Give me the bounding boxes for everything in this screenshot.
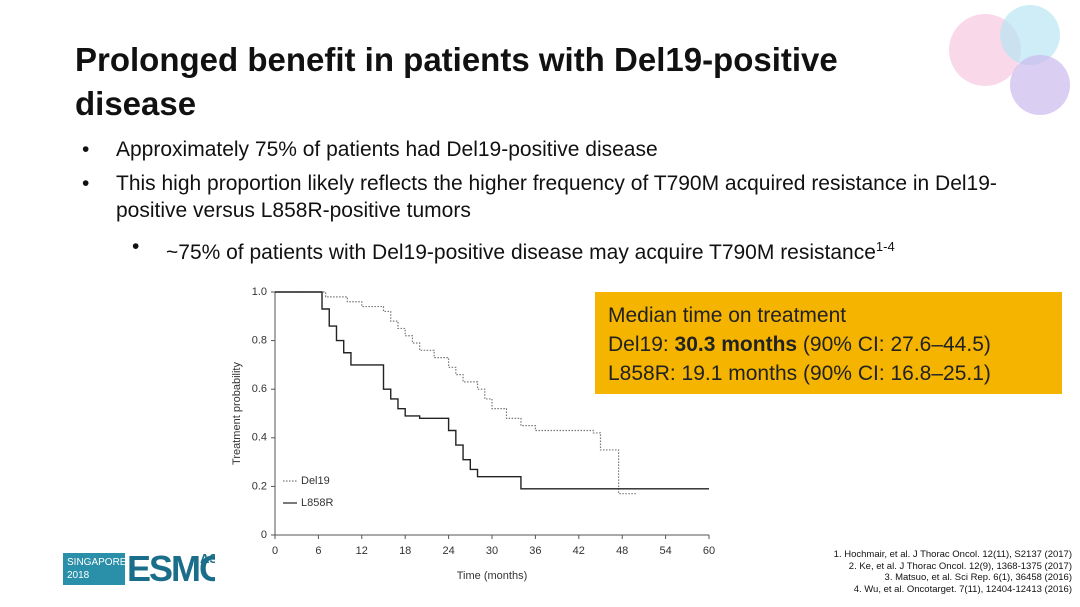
y-tick-label: 0.6 <box>252 383 267 395</box>
x-tick-label: 42 <box>573 545 585 557</box>
y-tick-label: 0.2 <box>252 480 267 492</box>
logo-badge: SINGAPORE 2018 <box>63 553 127 585</box>
sub-bullet-text: ~75% of patients with Del19-positive dis… <box>166 241 876 264</box>
y-tick-label: 0 <box>261 529 267 541</box>
reference: 3. Matsuo, et al. Sci Rep. 6(1), 36458 (… <box>884 572 1072 583</box>
legend-label: Del19 <box>301 475 330 487</box>
x-tick-label: 30 <box>486 545 498 557</box>
x-tick-label: 24 <box>442 545 454 557</box>
median-box: Median time on treatment Del19: 30.3 mon… <box>595 292 1062 394</box>
reference: 1. Hochmair, et al. J Thorac Oncol. 12(1… <box>833 549 1072 560</box>
km-curve <box>275 291 709 490</box>
legend-label: L858R <box>301 497 333 509</box>
logo-year: 2018 <box>67 570 90 581</box>
bullet: Approximately 75% of patients had Del19-… <box>78 136 1068 163</box>
references: 1. Hochmair, et al. J Thorac Oncol. 12(1… <box>834 549 1072 595</box>
x-tick-label: 60 <box>703 545 715 557</box>
y-tick-label: 0.4 <box>252 432 267 444</box>
x-tick-label: 18 <box>399 545 411 557</box>
x-axis-label: Time (months) <box>457 570 528 582</box>
sub-bullet: ~75% of patients with Del19-positive dis… <box>128 233 1068 266</box>
x-tick-label: 12 <box>356 545 368 557</box>
slide-title: Prolonged benefit in patients with Del19… <box>75 41 838 122</box>
x-tick-label: 36 <box>529 545 541 557</box>
logo-suffix: ASIA <box>200 551 215 566</box>
km-curve <box>275 291 637 495</box>
y-axis-label: Treatment probability <box>231 362 243 465</box>
box-rest: (90% CI: 27.6–44.5) <box>797 333 991 356</box>
box-heading: Median time on treatment <box>608 304 847 327</box>
logo-city: SINGAPORE <box>67 557 127 568</box>
logo: SINGAPORE 2018 ESMO ASIA <box>63 551 215 587</box>
km-chart: 0 0.2 0.4 0.6 0.8 1.0 0 6 12 18 24 30 36 42 48 54 60 Time… <box>231 286 715 582</box>
y-tick-label: 1.0 <box>252 286 267 298</box>
x-tick-label: 54 <box>659 545 671 557</box>
y-tick-label: 0.8 <box>252 335 267 347</box>
bullet: This high proportion likely reflects the… <box>78 170 1068 224</box>
reference: 2. Ke, et al. J Thorac Oncol. 12(9), 136… <box>848 560 1072 572</box>
x-tick-label: 6 <box>315 545 321 557</box>
bullet-list: Approximately 75% of patients had Del19-… <box>78 136 1068 231</box>
x-tick-label: 48 <box>616 545 628 557</box>
box-line: L858R: 19.1 months (90% CI: 16.8–25.1) <box>608 362 991 385</box>
sub-bullet-list: ~75% of patients with Del19-positive dis… <box>128 233 1068 273</box>
box-line: Del19: 30.3 months (90% CI: 27.6–44.5) <box>608 330 1062 359</box>
x-tick-label: 0 <box>272 545 278 557</box>
logo-brand: ESMO <box>127 551 215 587</box>
reference: 4. Wu, et al. Oncotarget. 7(11), 12404-1… <box>853 583 1072 595</box>
box-bold: 30.3 months <box>674 333 798 356</box>
flower-decor <box>949 5 1070 115</box>
box-label: Del19: <box>608 333 675 356</box>
superscript: 1-4 <box>875 239 895 254</box>
